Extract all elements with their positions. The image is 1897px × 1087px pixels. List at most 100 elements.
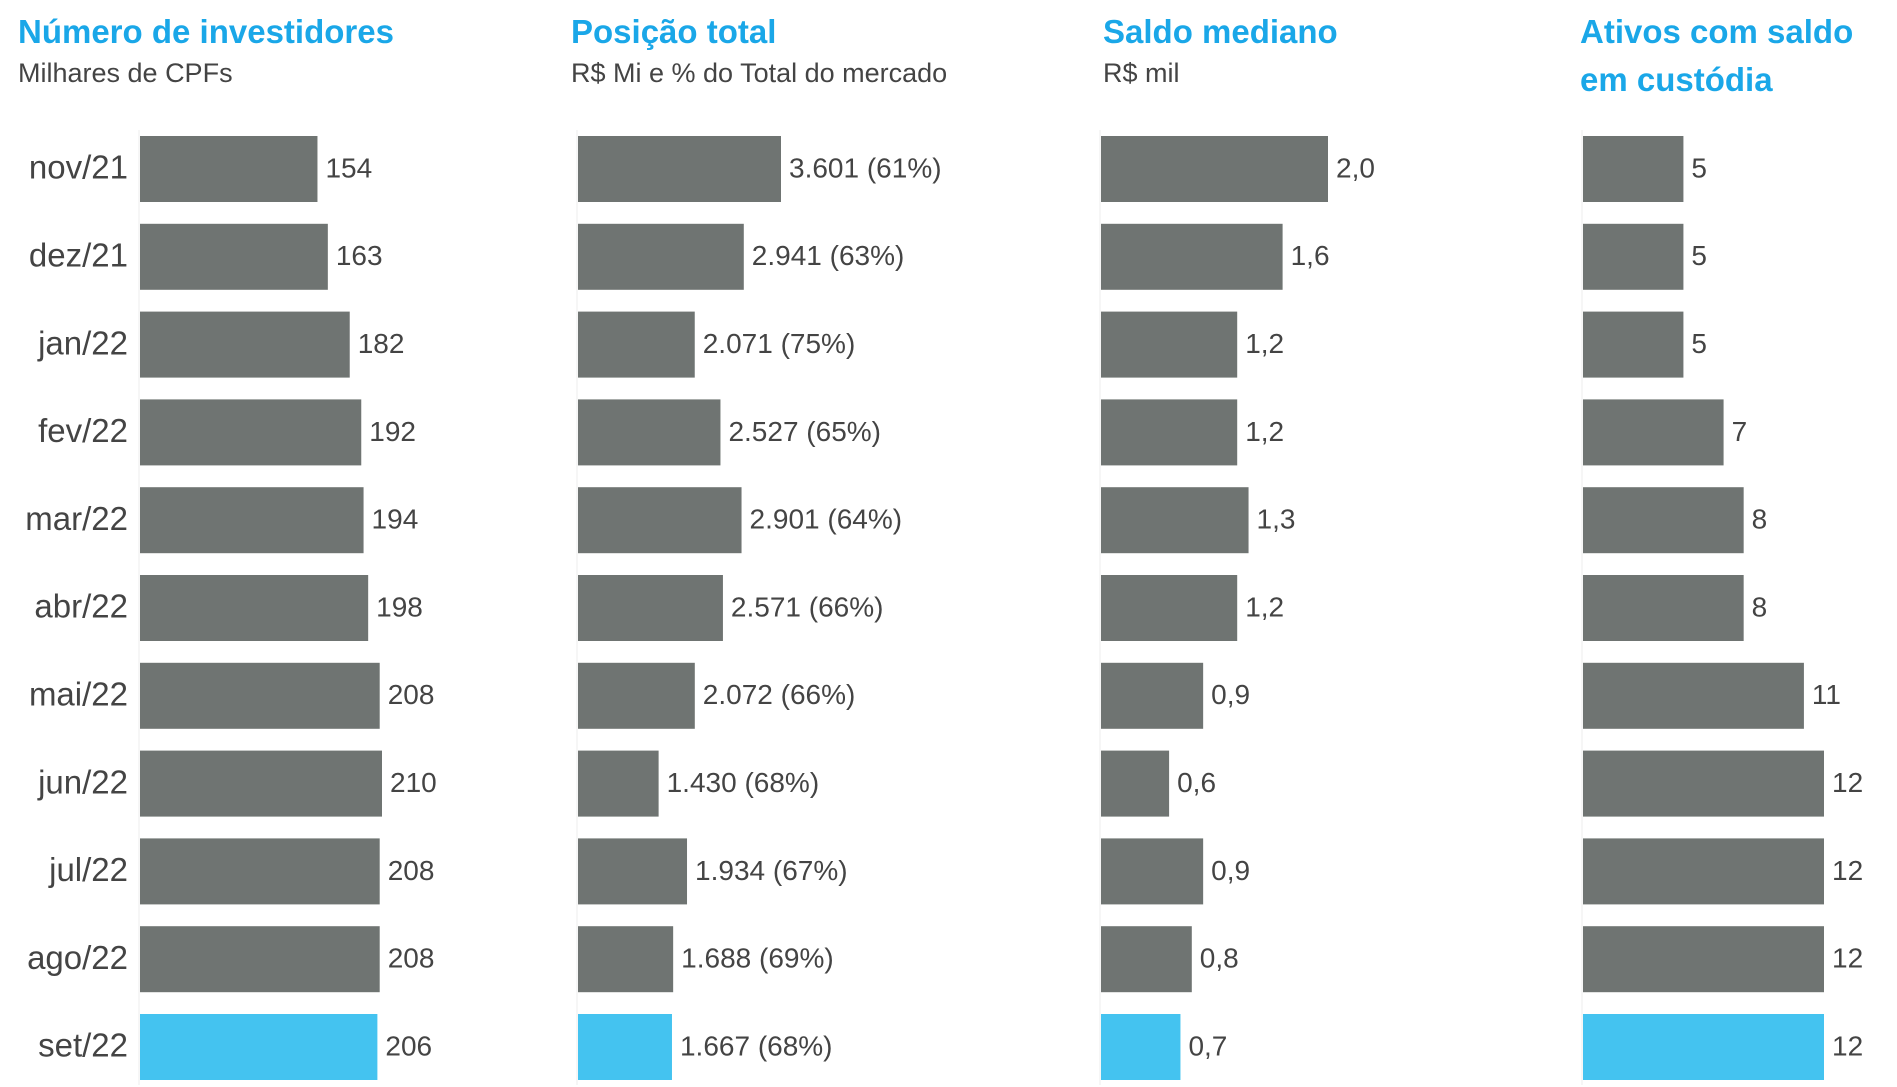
- bar: [140, 1014, 378, 1080]
- bar: [578, 136, 781, 202]
- value-label: 0,7: [1188, 1030, 1227, 1061]
- chart-title: Ativos com saldo em custódia: [1580, 13, 1854, 98]
- value-label: 12: [1832, 1030, 1863, 1061]
- bar: [578, 662, 695, 729]
- chart-title: Posição total: [571, 13, 777, 50]
- bar: [1583, 838, 1824, 905]
- value-label: 1.667 (68%): [680, 1030, 833, 1061]
- value-label: 210: [390, 767, 437, 798]
- category-label: set/22: [38, 1027, 128, 1064]
- bar: [140, 487, 364, 554]
- bar: [578, 487, 742, 554]
- bar: [140, 926, 380, 993]
- value-label: 154: [325, 152, 372, 183]
- value-label: 208: [388, 855, 435, 886]
- bar: [140, 311, 350, 378]
- bar: [1101, 136, 1328, 202]
- bar: [1101, 838, 1204, 905]
- bar: [1101, 223, 1283, 290]
- chart-title: Saldo mediano: [1103, 13, 1338, 50]
- value-label: 2.071 (75%): [703, 328, 856, 359]
- category-label: dez/21: [29, 237, 128, 274]
- bar: [1583, 1014, 1824, 1080]
- value-label: 2.571 (66%): [731, 591, 884, 622]
- bar: [1583, 575, 1744, 641]
- bar: [578, 575, 723, 641]
- value-label: 2.527 (65%): [728, 416, 881, 447]
- bar: [1101, 1014, 1181, 1080]
- value-label: 11: [1812, 679, 1841, 710]
- bar: [1583, 750, 1824, 817]
- bar: [1583, 399, 1724, 466]
- category-label: fev/22: [38, 412, 128, 449]
- bar: [140, 662, 380, 729]
- bar: [578, 1014, 672, 1080]
- category-label: ago/22: [27, 939, 128, 976]
- bar: [1101, 575, 1238, 641]
- bar: [1583, 311, 1684, 378]
- bar: [1583, 926, 1824, 993]
- chart-subtitle: R$ mil: [1103, 58, 1180, 88]
- value-label: 5: [1691, 152, 1707, 183]
- value-label: 1.934 (67%): [695, 855, 848, 886]
- bar: [1101, 399, 1238, 466]
- category-label: jan/22: [37, 324, 128, 361]
- bar: [140, 399, 362, 466]
- bar: [1101, 926, 1192, 993]
- value-label: 1,2: [1245, 591, 1284, 622]
- value-label: 198: [376, 591, 423, 622]
- bar: [1583, 487, 1744, 554]
- bar: [1101, 662, 1204, 729]
- value-label: 206: [385, 1030, 432, 1061]
- bar: [578, 838, 688, 905]
- category-label: mai/22: [29, 676, 128, 713]
- value-label: 5: [1691, 240, 1707, 271]
- bar: [140, 575, 369, 641]
- value-label: 0,9: [1211, 679, 1250, 710]
- value-label: 1.688 (69%): [681, 943, 834, 974]
- value-label: 0,9: [1211, 855, 1250, 886]
- category-label: jul/22: [48, 851, 128, 888]
- bar: [140, 750, 382, 817]
- bar: [578, 311, 695, 378]
- bar: [140, 838, 380, 905]
- value-label: 1,6: [1291, 240, 1330, 271]
- value-label: 12: [1832, 855, 1863, 886]
- value-label: 3.601 (61%): [789, 152, 942, 183]
- value-label: 163: [336, 240, 383, 271]
- bar: [578, 399, 721, 466]
- value-label: 0,8: [1200, 943, 1239, 974]
- bar: [140, 223, 328, 290]
- value-label: 2,0: [1336, 152, 1375, 183]
- value-label: 208: [388, 679, 435, 710]
- value-label: 12: [1832, 767, 1863, 798]
- bar: [140, 136, 318, 202]
- value-label: 12: [1832, 943, 1863, 974]
- value-label: 208: [388, 943, 435, 974]
- bar: [1101, 487, 1249, 554]
- bar: [1101, 311, 1238, 378]
- value-label: 192: [369, 416, 416, 447]
- bar: [578, 926, 674, 993]
- value-label: 1,2: [1245, 328, 1284, 359]
- value-label: 2.941 (63%): [752, 240, 905, 271]
- bar: [1583, 223, 1684, 290]
- bar: [578, 750, 659, 817]
- value-label: 182: [358, 328, 405, 359]
- bar: [1583, 662, 1804, 729]
- chart-subtitle: Milhares de CPFs: [18, 58, 233, 88]
- category-label: nov/21: [29, 149, 128, 186]
- value-label: 2.072 (66%): [703, 679, 856, 710]
- value-label: 7: [1732, 416, 1748, 447]
- value-label: 5: [1691, 328, 1707, 359]
- category-label: abr/22: [34, 588, 128, 625]
- value-label: 1.430 (68%): [667, 767, 820, 798]
- chart-title: Número de investidores: [18, 13, 394, 50]
- chart-subtitle: R$ Mi e % do Total do mercado: [571, 58, 948, 88]
- category-label: jun/22: [37, 763, 128, 800]
- bar: [1583, 136, 1684, 202]
- value-label: 8: [1752, 591, 1768, 622]
- value-label: 1,3: [1257, 504, 1296, 535]
- value-label: 1,2: [1245, 416, 1284, 447]
